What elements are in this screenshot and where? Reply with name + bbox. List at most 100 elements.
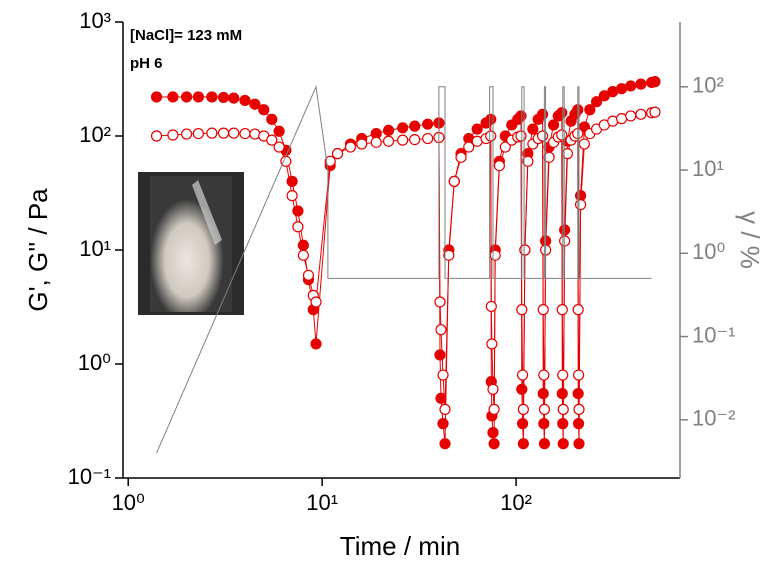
y-tick-label: 10¹	[79, 236, 111, 261]
data-point	[537, 387, 549, 400]
y2-axis-title: γ / %	[735, 211, 765, 269]
data-point	[397, 134, 409, 146]
data-point	[488, 438, 500, 450]
data-point	[572, 387, 584, 400]
data-point	[192, 91, 204, 103]
data-point	[557, 403, 569, 415]
data-point	[538, 438, 551, 450]
data-point	[516, 369, 529, 381]
data-point	[556, 129, 568, 141]
data-point	[258, 104, 270, 116]
data-point	[150, 91, 163, 103]
data-point	[516, 383, 528, 395]
data-point	[578, 138, 591, 150]
data-point	[573, 403, 585, 415]
data-point	[409, 120, 421, 132]
x-axis-title: Time / min	[340, 531, 460, 561]
data-point	[382, 135, 395, 147]
data-point	[488, 403, 500, 415]
data-point	[356, 138, 368, 150]
data-point	[573, 438, 585, 450]
data-point	[297, 249, 309, 261]
data-point	[489, 249, 501, 261]
data-point	[439, 403, 451, 415]
data-point	[302, 269, 315, 281]
data-point	[487, 427, 499, 439]
data-point	[537, 108, 549, 120]
data-point	[382, 124, 395, 136]
data-point	[557, 418, 569, 430]
data-point	[493, 159, 505, 172]
data-point	[180, 91, 193, 103]
data-point	[485, 130, 497, 142]
data-point	[557, 438, 569, 450]
y2-tick-label: 10⁻²	[692, 406, 735, 431]
data-point	[537, 130, 549, 142]
data-point	[538, 403, 551, 415]
data-point	[515, 130, 527, 142]
data-point	[437, 418, 449, 430]
data-point	[455, 151, 467, 163]
data-point	[409, 133, 421, 146]
data-point	[150, 130, 163, 142]
data-point	[517, 403, 529, 415]
data-point	[519, 244, 531, 256]
data-point	[437, 369, 449, 381]
inset-photo	[138, 172, 244, 315]
data-point	[310, 296, 322, 308]
y-tick-label: 10²	[79, 122, 111, 147]
data-point	[538, 369, 550, 381]
annotation: pH 6	[130, 55, 163, 72]
data-point	[572, 369, 585, 381]
data-point	[556, 107, 568, 119]
data-point	[228, 127, 240, 139]
data-point	[517, 438, 529, 450]
data-point	[516, 304, 528, 316]
data-point	[217, 127, 230, 139]
data-point	[485, 300, 497, 313]
data-point	[527, 123, 539, 135]
data-point	[463, 141, 475, 153]
data-point	[239, 94, 251, 107]
data-point	[584, 104, 596, 116]
data-point	[537, 304, 549, 316]
annotation: [NaCl]= 123 mM	[130, 27, 242, 44]
series-line	[156, 84, 652, 454]
data-point	[324, 155, 336, 167]
data-point	[397, 122, 409, 134]
x-tick-label: 10²	[500, 490, 532, 515]
data-point	[206, 91, 218, 103]
data-point	[434, 296, 446, 308]
data-point	[547, 119, 560, 131]
y-tick-label: 10⁰	[78, 350, 111, 375]
data-point	[435, 392, 447, 404]
data-point	[556, 387, 568, 400]
y-tick-label: 10³	[79, 8, 111, 33]
data-point	[590, 96, 603, 108]
data-point	[572, 304, 584, 316]
data-point	[239, 127, 251, 140]
data-point	[370, 136, 382, 148]
data-point	[266, 113, 278, 125]
data-point	[616, 83, 628, 95]
x-tick-label: 10¹	[306, 490, 338, 515]
data-point	[439, 438, 451, 450]
data-point	[485, 113, 497, 125]
data-point	[266, 134, 278, 146]
data-point	[556, 304, 568, 316]
data-point	[286, 190, 298, 202]
data-point	[206, 127, 218, 139]
data-point	[574, 199, 587, 211]
data-point	[344, 141, 357, 153]
data-point	[422, 118, 434, 130]
data-point	[557, 369, 569, 381]
y2-tick-label: 10⁰	[692, 239, 725, 264]
y2-tick-label: 10⁻¹	[692, 322, 735, 347]
data-point	[167, 129, 179, 141]
x-tick-label: 10⁰	[112, 490, 145, 515]
data-point	[522, 155, 534, 167]
data-point	[331, 148, 344, 160]
data-point	[273, 125, 285, 137]
data-point	[167, 91, 179, 103]
